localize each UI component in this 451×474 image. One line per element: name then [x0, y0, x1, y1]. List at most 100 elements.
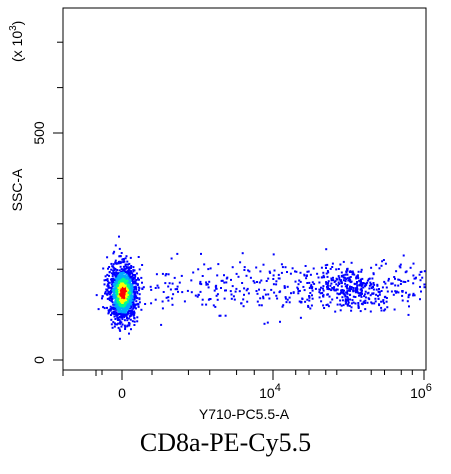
event-dot — [123, 311, 126, 314]
event-dot — [280, 263, 283, 266]
event-dot — [273, 269, 276, 272]
event-dot — [112, 263, 115, 266]
event-dot — [334, 310, 337, 313]
event-dot — [117, 295, 120, 298]
event-dot — [103, 279, 106, 282]
event-dot — [118, 290, 120, 292]
event-dot — [363, 293, 366, 296]
event-dot — [125, 255, 128, 258]
event-dot — [380, 290, 383, 292]
event-dot — [356, 288, 359, 291]
event-dot — [127, 278, 130, 281]
event-dot — [209, 298, 212, 300]
event-dot — [322, 289, 325, 292]
event-dot — [346, 273, 349, 276]
event-dot — [366, 281, 369, 284]
event-dot — [364, 299, 367, 302]
event-dot — [352, 289, 355, 292]
event-dot — [112, 293, 114, 296]
y-axis-title: SSC-A — [9, 168, 25, 211]
event-dot — [129, 256, 132, 259]
event-dot — [140, 308, 143, 311]
event-dot — [127, 282, 129, 285]
event-dot — [237, 275, 240, 278]
event-dot — [129, 299, 131, 302]
event-dot — [176, 288, 179, 291]
event-dot — [115, 262, 118, 265]
event-dot — [298, 289, 301, 292]
event-dot — [325, 248, 328, 251]
event-dot — [122, 278, 125, 281]
event-dot — [353, 283, 356, 286]
event-dot — [113, 313, 116, 316]
event-dot — [350, 309, 353, 312]
event-dot — [106, 256, 109, 259]
event-dot — [115, 308, 118, 311]
event-dot — [129, 287, 132, 290]
event-dot — [111, 285, 114, 288]
event-dot — [272, 278, 275, 280]
event-dot — [337, 293, 340, 296]
event-dot — [368, 298, 371, 301]
event-dot — [118, 284, 121, 287]
event-dot — [349, 276, 352, 278]
event-dot — [113, 272, 116, 275]
event-dot — [127, 266, 129, 269]
event-dot — [279, 290, 282, 293]
event-dot — [355, 282, 358, 285]
event-dot — [402, 280, 405, 283]
event-dot — [348, 276, 351, 279]
event-dot — [289, 272, 292, 275]
event-dot — [133, 303, 136, 306]
event-dot — [275, 294, 278, 297]
event-dot — [360, 285, 363, 288]
event-dot — [117, 284, 120, 287]
event-dot — [308, 287, 311, 289]
event-dot — [368, 287, 371, 290]
event-dot — [130, 285, 133, 288]
event-dot — [130, 296, 133, 299]
event-dot — [107, 286, 110, 289]
event-dot — [105, 279, 107, 281]
event-dot — [162, 291, 165, 293]
event-dot — [130, 328, 132, 331]
event-dot — [387, 277, 390, 280]
event-dot — [349, 270, 352, 273]
event-dot — [245, 274, 248, 277]
event-dot — [247, 269, 250, 272]
event-dot — [339, 292, 342, 295]
event-dot — [106, 306, 108, 309]
event-dot — [111, 290, 114, 293]
event-dot — [308, 295, 311, 298]
x-tick-label: 0 — [118, 385, 126, 401]
event-dot — [112, 321, 115, 324]
event-dot — [164, 282, 167, 285]
event-dot — [120, 282, 123, 285]
event-dot — [401, 299, 404, 302]
event-dot — [241, 252, 244, 255]
event-dot — [306, 298, 309, 301]
event-dot — [347, 299, 349, 302]
event-dot — [121, 258, 124, 261]
event-dot — [111, 281, 114, 284]
event-dot — [223, 297, 226, 300]
event-dot — [112, 271, 115, 274]
event-dot — [318, 288, 321, 291]
event-dot — [341, 296, 344, 299]
event-dot — [127, 276, 130, 279]
event-dot — [344, 298, 347, 301]
event-dot — [343, 279, 345, 282]
event-dot — [112, 273, 114, 276]
event-dot — [176, 252, 179, 255]
event-dot — [262, 295, 265, 298]
event-dot — [127, 305, 130, 308]
event-dot — [420, 270, 423, 273]
event-dot — [337, 268, 340, 270]
event-dot — [129, 266, 132, 269]
event-dot — [225, 281, 228, 284]
event-dot — [121, 274, 124, 276]
event-dot — [380, 309, 383, 312]
event-dot — [114, 274, 117, 277]
event-dot — [258, 288, 260, 291]
event-dot — [245, 289, 248, 292]
